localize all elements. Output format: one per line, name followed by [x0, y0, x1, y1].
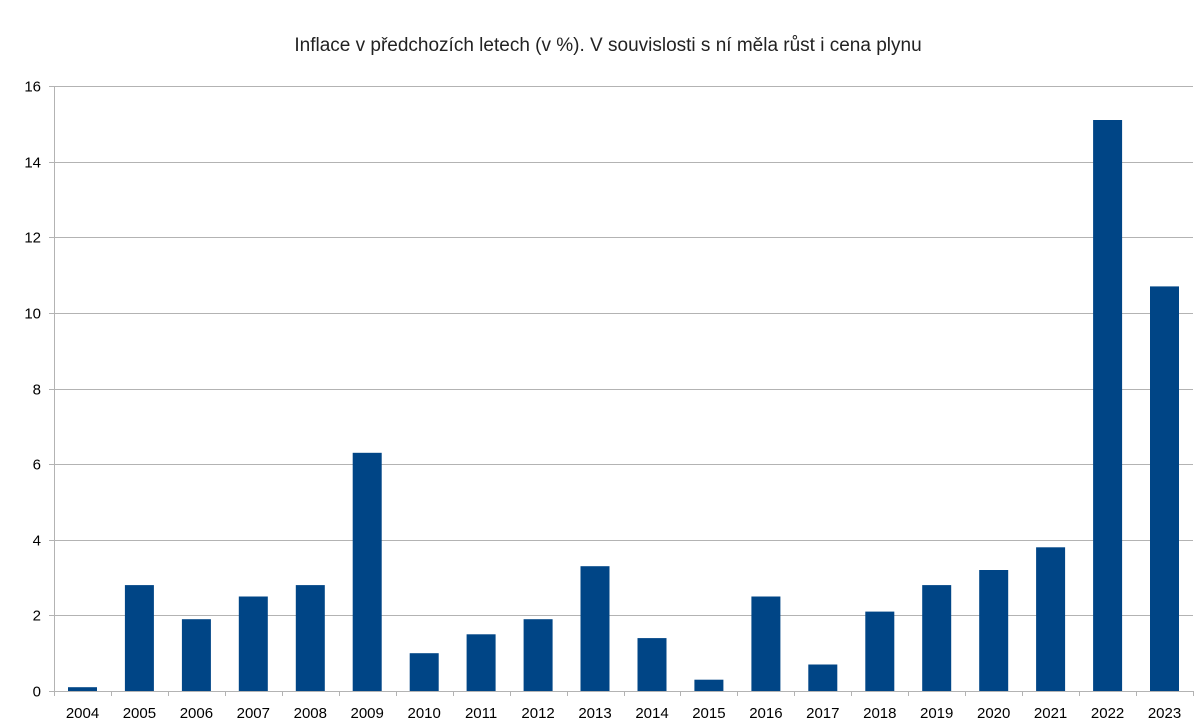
y-tick-label: 2: [33, 608, 41, 625]
bar-2021: [1036, 547, 1066, 691]
x-tick-label: 2011: [465, 705, 497, 722]
x-tick-label: 2018: [863, 705, 896, 722]
x-tick-label: 2022: [1091, 705, 1124, 722]
x-axis-tick-labels: 2004 2005 2006 2007 2008 2009 2010 2011 2012 2013…: [66, 705, 1181, 722]
x-tick-label: 2015: [692, 705, 725, 722]
y-tick-label: 16: [24, 79, 41, 96]
bar-2014: [637, 638, 667, 691]
y-tick-label: 6: [33, 457, 41, 474]
x-tick-label: 2008: [294, 705, 327, 722]
bar-2008: [295, 585, 325, 691]
x-tick-label: 2019: [920, 705, 953, 722]
bar-2020: [979, 570, 1009, 691]
x-tick-label: 2014: [635, 705, 668, 722]
x-tick-label: 2013: [578, 705, 611, 722]
x-tick-label: 2023: [1148, 705, 1181, 722]
x-tick-label: 2021: [1034, 705, 1067, 722]
bar-2007: [238, 596, 268, 691]
y-tick-label: 10: [24, 306, 41, 323]
bar-2017: [808, 664, 838, 691]
bar-2019: [922, 585, 952, 691]
x-tick-label: 2009: [351, 705, 384, 722]
y-tick-label: 4: [33, 533, 41, 550]
bar-2005: [124, 585, 154, 691]
bar-2018: [865, 611, 895, 691]
bar-2023: [1150, 286, 1179, 691]
bar-2006: [181, 619, 211, 691]
bars: [68, 120, 1179, 691]
y-tick-label: 12: [24, 230, 41, 247]
x-tick-label: 2005: [123, 705, 156, 722]
x-tick-label: 2007: [237, 705, 270, 722]
y-tick-label: 0: [33, 684, 41, 701]
y-tick-label: 8: [33, 382, 41, 399]
chart-title: Inflace v předchozích letech (v %). V so…: [294, 35, 921, 56]
axes: [54, 86, 1194, 696]
x-tick-label: 2004: [66, 705, 99, 722]
y-axis-tick-labels: 0 2 4 6 8 10 12 14 16: [24, 79, 41, 701]
bar-2010: [409, 653, 439, 691]
bar-2016: [751, 596, 781, 691]
bar-2012: [523, 619, 553, 691]
bar-2011: [466, 634, 496, 691]
bar-2015: [694, 679, 724, 691]
x-tick-label: 2016: [749, 705, 782, 722]
x-tick-label: 2010: [408, 705, 441, 722]
bar-2013: [580, 566, 610, 691]
y-tick-label: 14: [24, 155, 41, 172]
x-tick-label: 2006: [180, 705, 213, 722]
bar-2022: [1093, 120, 1123, 691]
x-tick-label: 2020: [977, 705, 1010, 722]
x-tick-label: 2012: [521, 705, 554, 722]
x-tick-label: 2017: [806, 705, 839, 722]
bar-2004: [68, 687, 97, 691]
bar-2009: [352, 452, 382, 691]
